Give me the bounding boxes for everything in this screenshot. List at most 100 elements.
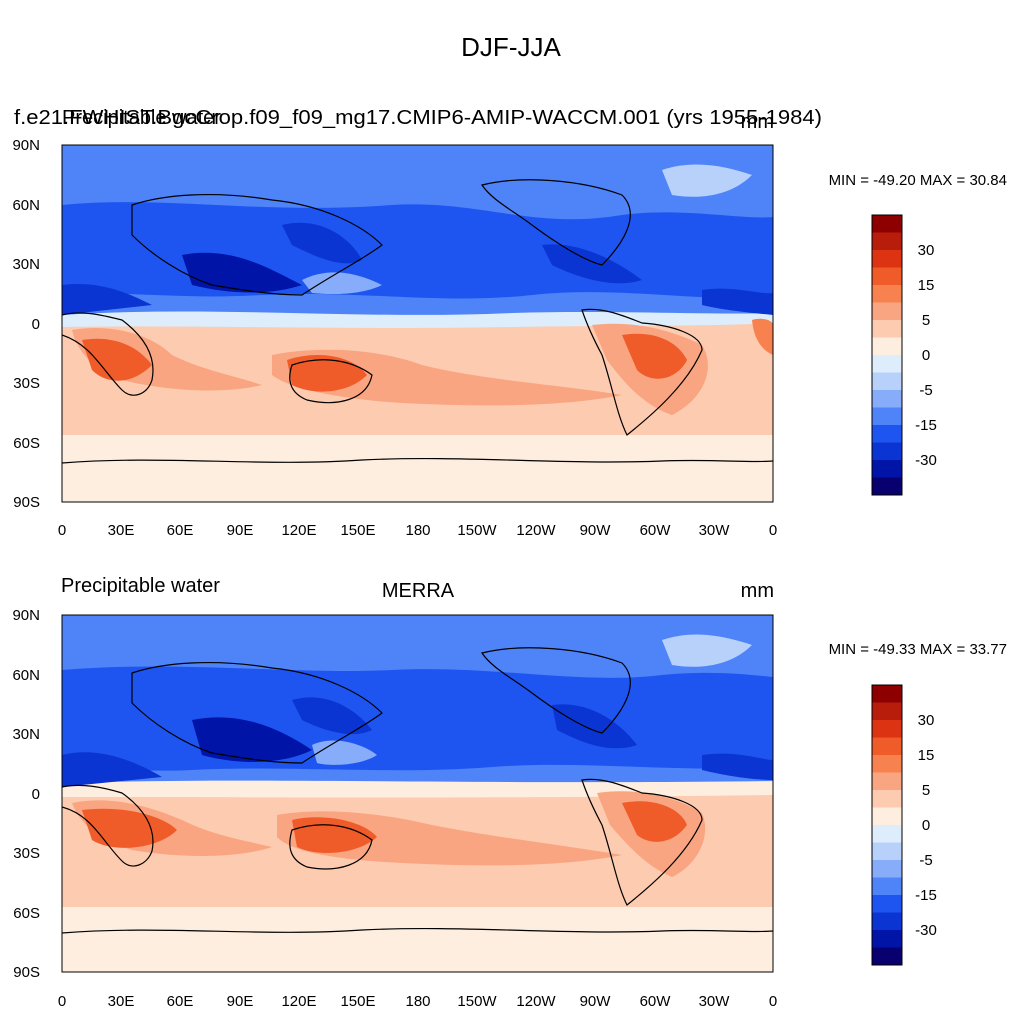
colorbar-swatch [872,895,902,913]
colorbar-tick-label: 30 [918,712,935,729]
lat-tick-label: 30N [12,256,40,273]
lon-tick-label: 150E [340,993,375,1010]
lon-tick-label: 120E [281,993,316,1010]
lon-tick-label: 120W [516,522,556,539]
colorbar-swatch [872,390,902,408]
lon-tick-label: 150W [457,993,497,1010]
colorbar-swatch [872,685,902,703]
colorbar-swatch [872,407,902,425]
colorbar-swatch [872,250,902,268]
colorbar-swatch [872,302,902,320]
lon-tick-label: 120E [281,522,316,539]
lon-tick-label: 150W [457,522,497,539]
panel-left-title: Precipitable water [61,575,220,597]
lat-axis: 90N 60N 30N 0 30S 60S 90S [12,137,40,511]
colorbar-swatch [872,337,902,355]
lon-tick-label: 0 [58,522,66,539]
colorbar-swatch [872,807,902,825]
lat-axis: 90N 60N 30N 0 30S 60S 90S [12,607,40,981]
colorbar-swatch [872,702,902,720]
lat-tick-label: 90N [12,607,40,624]
colorbar-swatch [872,267,902,285]
colorbar-swatch [872,790,902,808]
colorbar-swatch [872,215,902,233]
figure-title: DJF-JJA [461,32,561,62]
colorbar-swatch [872,285,902,303]
colorbar-swatch [872,477,902,495]
lon-tick-label: 0 [769,522,777,539]
lon-tick-label: 120W [516,993,556,1010]
colorbar-swatch [872,355,902,373]
colorbar-swatch [872,320,902,338]
lat-tick-label: 60S [13,435,40,452]
colorbar-swatch [872,737,902,755]
colorbar-swatch [872,877,902,895]
colorbar-swatch [872,460,902,478]
panel-obs: Precipitable water MERRA mm [12,575,1007,1010]
lon-tick-label: 60E [167,522,194,539]
lat-tick-label: 60N [12,667,40,684]
lon-tick-label: 180 [405,522,430,539]
lon-tick-label: 60W [640,522,672,539]
colorbar-swatch [872,930,902,948]
colorbar-tick-label: -30 [915,922,937,939]
map-field [62,615,773,972]
lon-tick-label: 30W [699,522,731,539]
colorbar-tick-label: 0 [922,347,930,364]
colorbar-swatch [872,860,902,878]
colorbar-swatch [872,912,902,930]
colorbar-swatch [872,947,902,965]
colorbar-tick-label: -15 [915,887,937,904]
lat-tick-label: 30S [13,845,40,862]
lat-tick-label: 60N [12,197,40,214]
colorbar-tick-label: 15 [918,277,935,294]
colorbar-tick-label: 0 [922,817,930,834]
map-field [62,145,773,502]
colorbar-tick-label: -15 [915,417,937,434]
colorbar: 30 15 5 0 -5 -15 -30 [871,214,937,496]
lat-tick-label: 0 [32,316,40,333]
colorbar-tick-label: 15 [918,747,935,764]
lon-tick-label: 90W [580,522,612,539]
colorbar-tick-label: 5 [922,782,930,799]
colorbar-swatch [872,755,902,773]
lat-tick-label: 90S [13,494,40,511]
colorbar-swatch [872,425,902,443]
lat-tick-label: 30N [12,726,40,743]
colorbar-tick-label: -30 [915,452,937,469]
map-frame [61,144,774,503]
colorbar-tick-label: 5 [922,312,930,329]
colorbar: 30 15 5 0 -5 -15 -30 [871,684,937,966]
lon-axis: 0 30E 60E 90E 120E 150E 180 150W 120W 90… [58,522,777,539]
colorbar-swatch [872,442,902,460]
panel-model: Precipitable water f.e21.FWHIST.BgcCrop.… [12,107,1007,539]
colorbar-swatch [872,825,902,843]
lon-tick-label: 180 [405,993,430,1010]
colorbar-frame [871,684,903,966]
colorbar-tick-label: 30 [918,242,935,259]
lon-tick-label: 60W [640,993,672,1010]
panel-units: mm [741,111,774,133]
colorbar-tick-label: -5 [919,382,932,399]
lon-tick-label: 150E [340,522,375,539]
panel-center-title: f.e21.FWHIST.BgcCrop.f09_f09_mg17.CMIP6-… [14,107,822,129]
lon-axis: 0 30E 60E 90E 120E 150E 180 150W 120W 90… [58,993,777,1010]
stats-label: MIN = -49.20 MAX = 30.84 [829,172,1007,189]
panel-center-title: MERRA [382,580,455,602]
lon-tick-label: 90E [227,993,254,1010]
panel-units: mm [741,580,774,602]
colorbar-swatch [872,372,902,390]
lon-tick-label: 30E [108,522,135,539]
lon-tick-label: 90E [227,522,254,539]
lon-tick-label: 30E [108,993,135,1010]
lon-tick-label: 30W [699,993,731,1010]
colorbar-tick-label: -5 [919,852,932,869]
map-frame [61,614,774,973]
colorbar-swatch [872,720,902,738]
lon-tick-label: 0 [58,993,66,1010]
lat-tick-label: 90S [13,964,40,981]
panel-left-title: Precipitable water [62,107,221,129]
stats-label: MIN = -49.33 MAX = 33.77 [829,641,1007,658]
lat-tick-label: 60S [13,905,40,922]
